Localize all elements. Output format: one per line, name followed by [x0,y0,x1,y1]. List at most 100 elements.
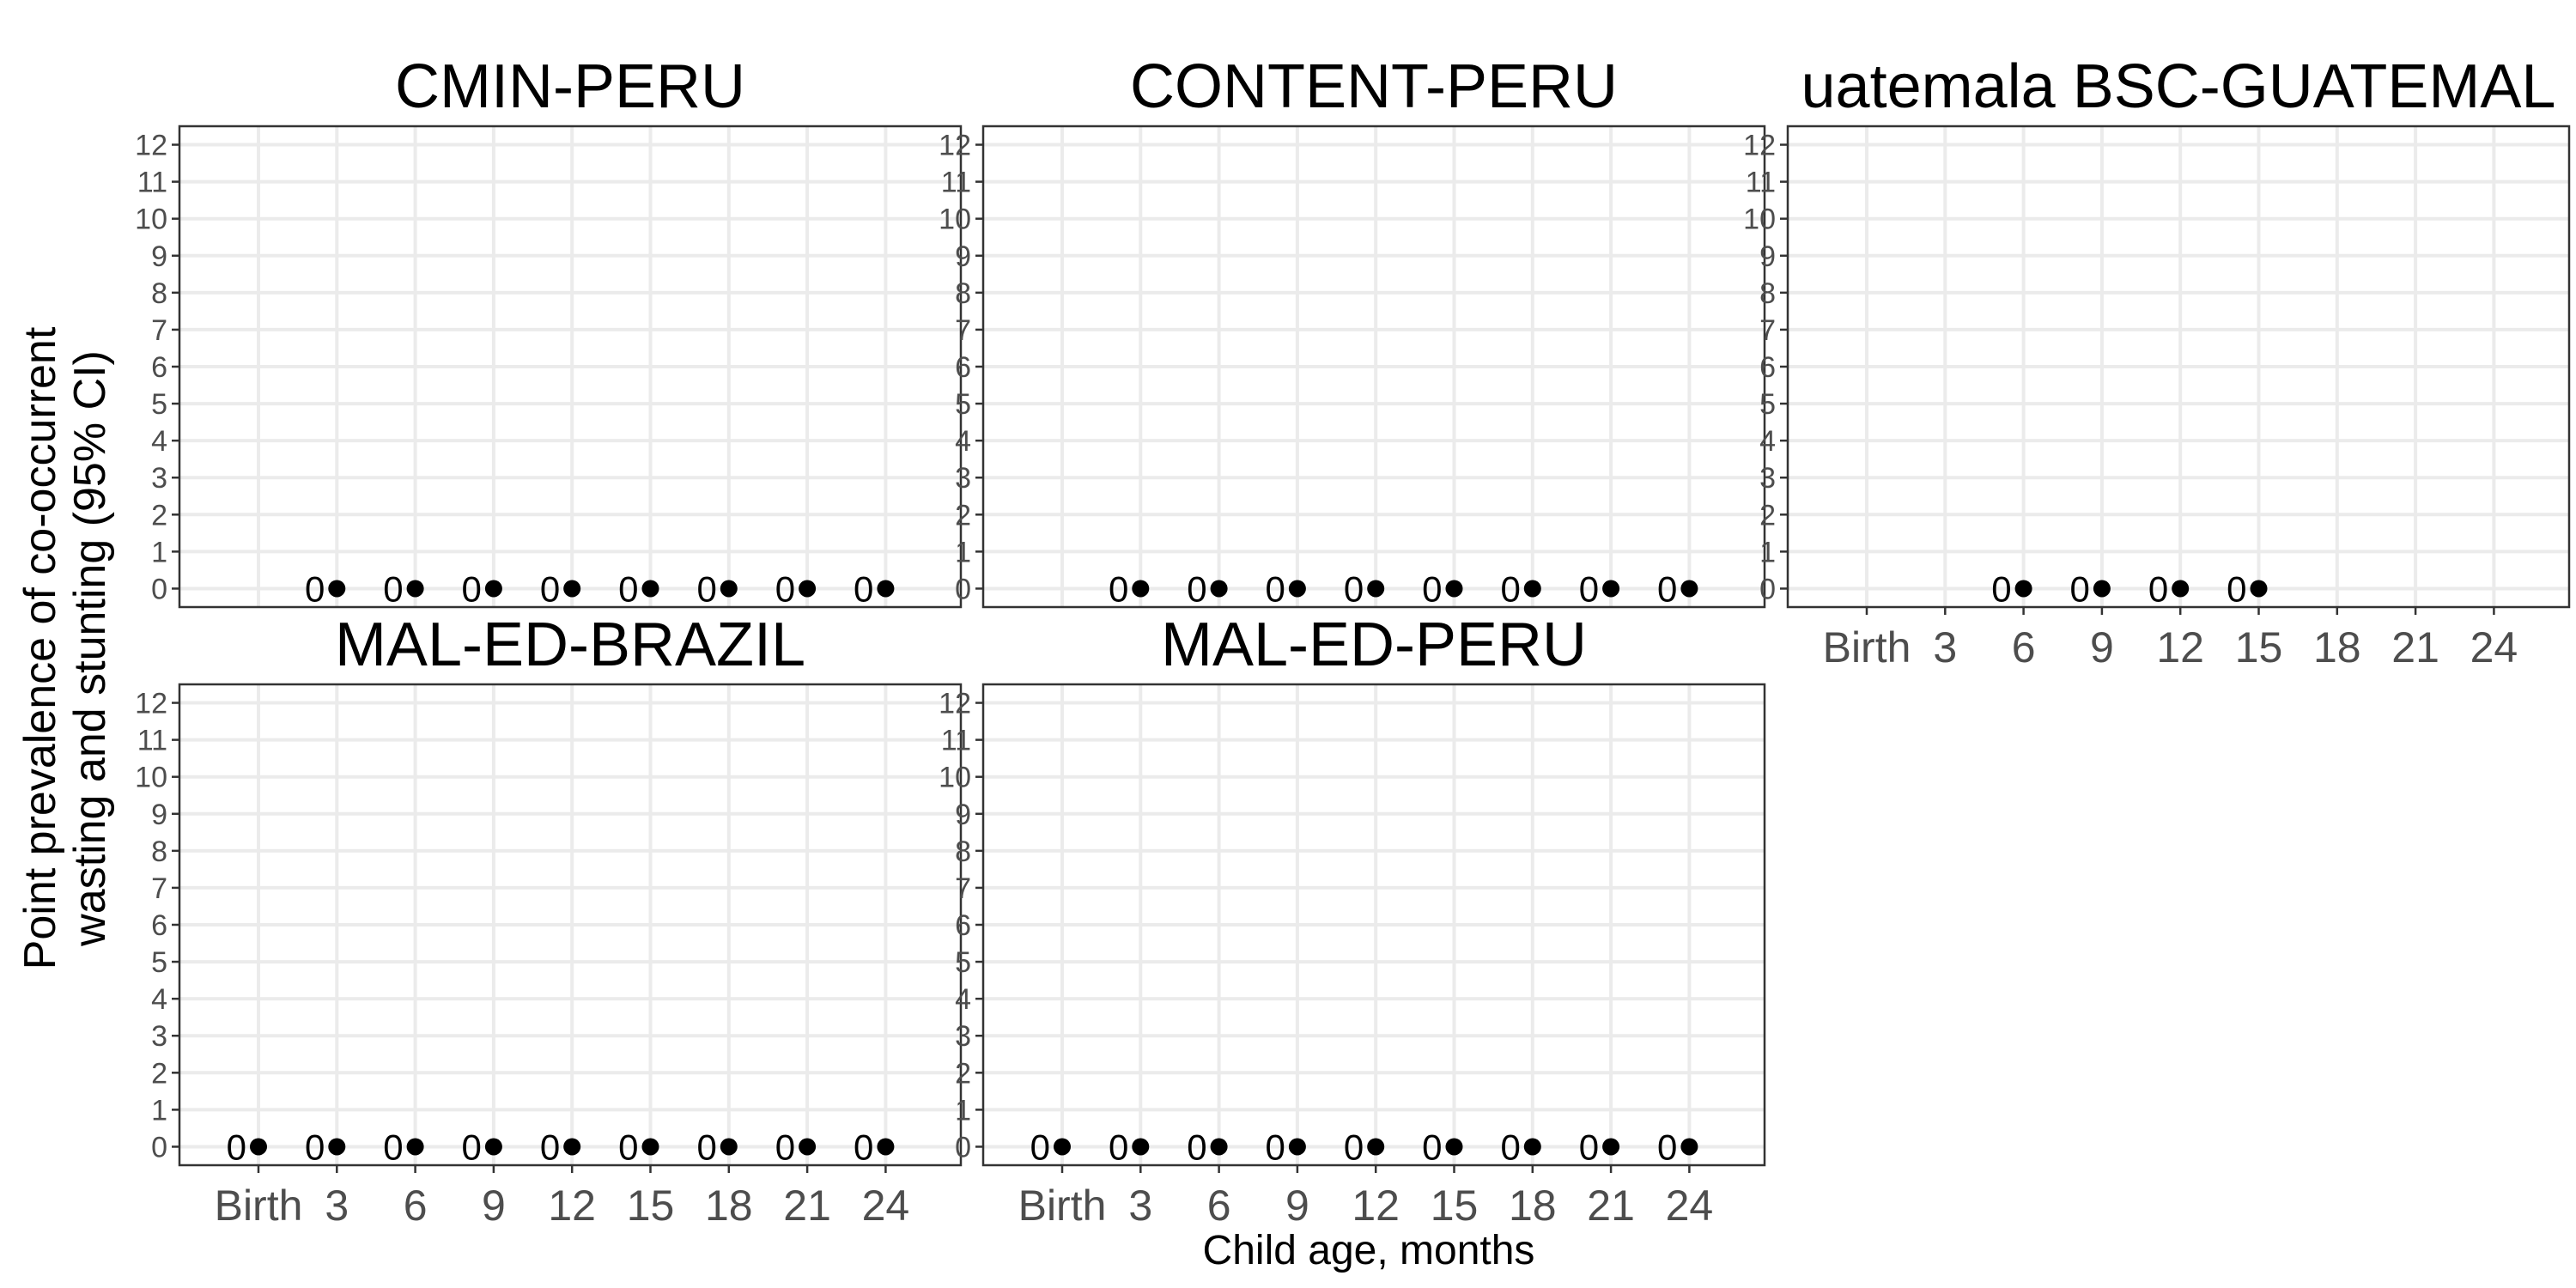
data-point [328,580,346,598]
data-label: 0 [1030,1127,1050,1167]
y-tick-label: 3 [151,1020,167,1053]
data-label: 0 [2227,568,2246,609]
data-label: 0 [462,568,482,609]
y-tick-label: 1 [955,536,971,568]
y-tick-label: 3 [955,462,971,495]
panel-title: CMIN-PERU [395,52,745,121]
data-point [1132,1138,1150,1156]
y-tick-label: 2 [151,499,167,532]
data-point [1132,580,1150,598]
y-tick-label: 10 [1743,204,1776,236]
data-label: 0 [696,1127,716,1167]
panel-border [178,683,963,1167]
y-tick-label: 5 [955,946,971,979]
data-label: 0 [1266,568,1285,609]
y-tick-label: 2 [151,1057,167,1090]
data-point [1523,1138,1541,1156]
panel-border [981,683,1766,1167]
y-tick-label: 6 [955,909,971,942]
x-tick-label: 3 [1933,623,1957,671]
data-label: 0 [1109,1127,1128,1167]
x-tick-label: 18 [705,1182,753,1230]
x-tick-label: 15 [627,1182,675,1230]
data-point [2250,580,2268,598]
data-label: 0 [1187,1127,1206,1167]
data-label: 0 [1500,568,1520,609]
y-tick-label: 11 [1746,167,1776,199]
x-tick-label: 18 [2313,623,2361,671]
y-tick-label: 10 [135,762,167,794]
panel-title: uatemala BSC-GUATEMAL [1801,52,2556,121]
data-label: 0 [1266,1127,1285,1167]
y-tick-label: 10 [135,204,167,236]
data-label: 0 [1657,1127,1677,1167]
y-tick-label: 0 [151,1131,167,1163]
y-tick-label: 1 [955,1094,971,1127]
y-tick-label: 4 [955,983,971,1016]
data-point [720,1138,738,1156]
data-point [1367,1138,1385,1156]
y-tick-label: 11 [941,725,971,757]
data-point [484,1138,502,1156]
data-label: 0 [775,568,795,609]
data-point [484,580,502,598]
data-point [1602,580,1620,598]
x-axis-title: Child age, months [1203,1228,1535,1273]
y-tick-label: 12 [939,688,971,720]
panel-border [981,125,1766,609]
data-point [1445,580,1463,598]
y-tick-label: 8 [955,835,971,868]
y-tick-label: 7 [1759,314,1776,347]
data-label: 0 [383,568,403,609]
y-tick-label: 0 [1759,573,1776,605]
data-label: 0 [854,1127,873,1167]
y-axis-title-line-1: Point prevalence of co-occurrent [15,326,65,969]
data-label: 0 [227,1127,246,1167]
y-tick-label: 4 [151,425,167,458]
y-tick-label: 4 [1759,425,1776,458]
x-tick-label: 12 [1352,1182,1400,1230]
x-tick-label: 9 [1285,1182,1309,1230]
data-point [2014,580,2032,598]
y-tick-label: 7 [151,872,167,905]
data-point [641,580,659,598]
y-axis-title-line-2: wasting and stunting (95% CI) [65,350,115,947]
data-label: 0 [775,1127,795,1167]
data-point [1523,580,1541,598]
x-tick-label: 12 [548,1182,596,1230]
data-point [1210,580,1228,598]
y-tick-label: 12 [135,130,167,162]
y-tick-label: 8 [955,277,971,310]
y-tick-label: 9 [151,240,167,273]
data-point [877,1138,895,1156]
x-tick-label: Birth [1823,623,1911,671]
data-point [2093,580,2111,598]
y-tick-label: 8 [151,277,167,310]
y-tick-label: 1 [151,536,167,568]
data-label: 0 [540,1127,560,1167]
y-tick-label: 3 [1759,462,1776,495]
y-tick-label: 7 [955,314,971,347]
y-tick-label: 8 [1759,277,1776,310]
y-tick-label: 7 [955,872,971,905]
panel-border [178,125,963,609]
panel-title: CONTENT-PERU [1130,52,1618,121]
data-point [1288,1138,1306,1156]
y-tick-label: 4 [955,425,971,458]
data-point [2172,580,2190,598]
data-point [641,1138,659,1156]
y-tick-label: 7 [151,314,167,347]
data-point [563,580,581,598]
y-tick-label: 5 [1759,388,1776,421]
x-tick-label: 24 [862,1182,910,1230]
data-label: 0 [1579,1127,1599,1167]
data-label: 0 [2148,568,2168,609]
panel-border [1786,125,2571,609]
y-tick-label: 4 [151,983,167,1016]
y-tick-label: 6 [151,909,167,942]
y-tick-label: 2 [955,499,971,532]
y-tick-label: 6 [1759,351,1776,384]
x-tick-label: 21 [1587,1182,1635,1230]
x-tick-label: Birth [1018,1182,1107,1230]
